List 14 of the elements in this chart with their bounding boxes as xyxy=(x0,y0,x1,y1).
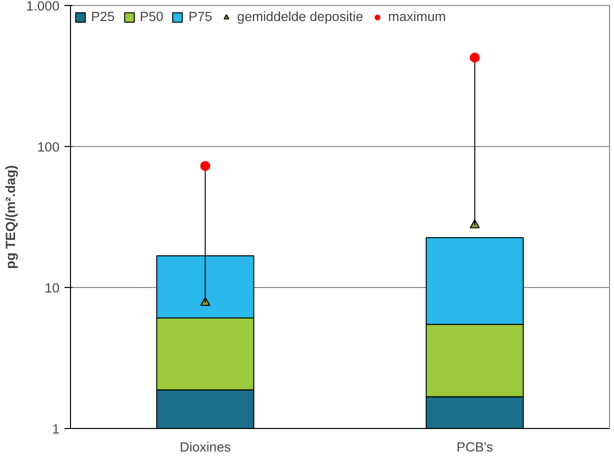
legend-label: P50 xyxy=(140,9,164,24)
y-tick-label: 10 xyxy=(44,280,60,296)
legend-label: P75 xyxy=(188,9,212,24)
y-axis-title: pg TEQ/(m².dag) xyxy=(3,165,18,269)
x-tick-label: Dioxines xyxy=(180,440,232,454)
x-tick-label: PCB's xyxy=(456,440,494,454)
legend-label: maximum xyxy=(388,9,446,24)
legend-label: gemiddelde depositie xyxy=(237,9,364,24)
y-tick-label: 1 xyxy=(52,422,60,436)
y-tick-label: 100 xyxy=(37,140,60,154)
legend-label: P25 xyxy=(91,9,115,24)
point xyxy=(470,52,480,63)
point xyxy=(200,160,210,171)
y-tick-label: 1.000 xyxy=(26,0,60,14)
